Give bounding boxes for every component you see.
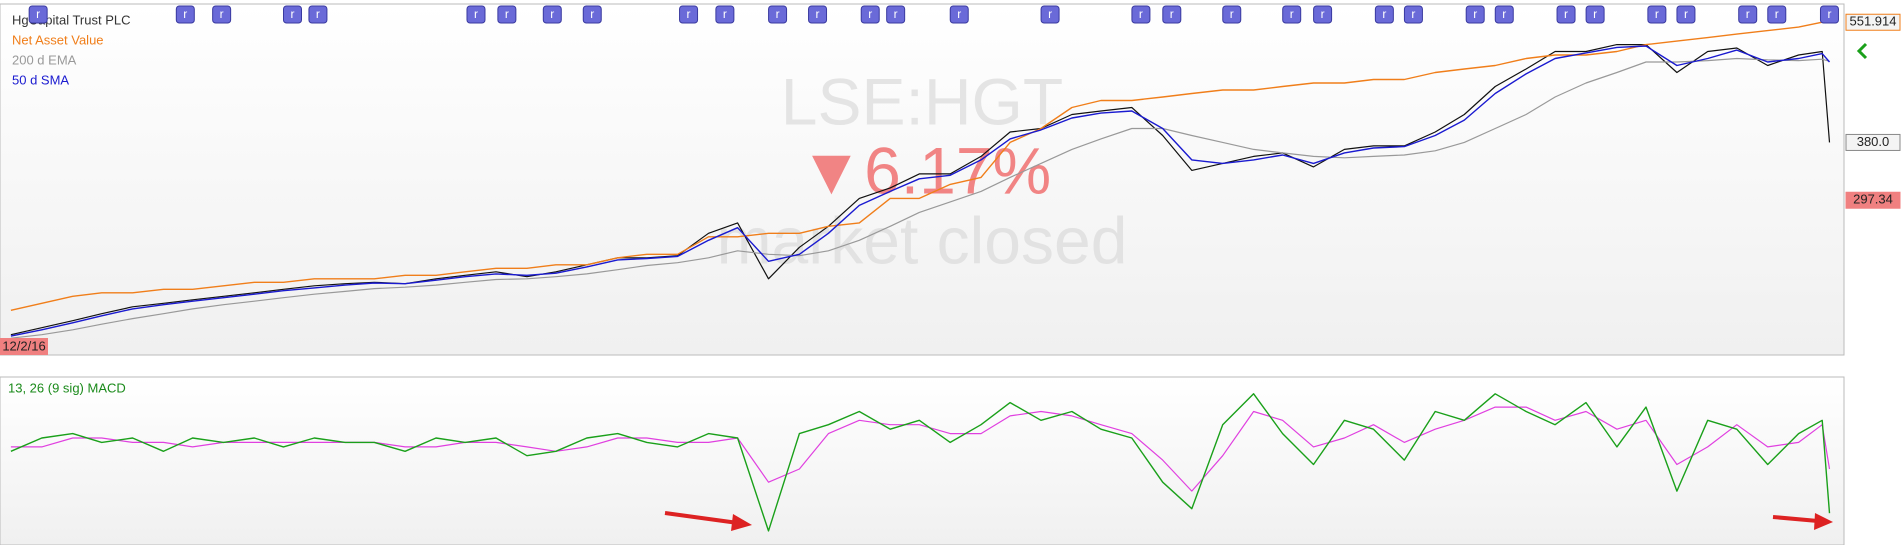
series-line (10, 57, 1830, 339)
price-label: 297.34 (1853, 192, 1893, 207)
event-marker-label: r (868, 7, 872, 21)
watermark: LSE:HGT ▼6.17% market closed (717, 64, 1128, 277)
event-marker (1647, 5, 1667, 24)
annotation-arrows (664, 511, 1833, 531)
event-marker-label: r (1473, 7, 1477, 21)
event-marker (886, 5, 906, 24)
event-marker (1819, 5, 1839, 24)
event-marker (949, 5, 969, 24)
event-marker (1131, 5, 1151, 24)
event-marker-label: r (36, 7, 40, 21)
event-marker (1403, 5, 1423, 24)
event-marker-label: r (1593, 7, 1597, 21)
event-marker (212, 5, 232, 24)
series-line (10, 44, 1831, 336)
panel-title: 13, 26 (9 sig) MACD (8, 380, 126, 395)
event-marker-label: r (290, 7, 294, 21)
legend-label: 200 d EMA (12, 52, 77, 67)
event-marker (1222, 5, 1242, 24)
event-marker-label: r (474, 7, 478, 21)
event-marker-label: r (590, 7, 594, 21)
event-marker (715, 5, 735, 24)
event-marker-label: r (550, 7, 554, 21)
event-marker (1162, 5, 1182, 24)
price-label: 380.0 (1857, 134, 1890, 149)
event-marker (1676, 5, 1696, 24)
event-marker (1556, 5, 1576, 24)
cursor-label: 12/2/16 (2, 338, 45, 353)
event-marker (1374, 5, 1394, 24)
event-marker (542, 5, 562, 24)
series-line (10, 45, 1831, 337)
event-marker (1313, 5, 1333, 24)
event-marker (768, 5, 788, 24)
event-marker (1465, 5, 1485, 24)
event-marker-label: r (1746, 7, 1750, 21)
price-label: 551.914 (1850, 14, 1897, 29)
event-marker-label: r (1290, 7, 1294, 21)
event-marker (1767, 5, 1787, 24)
arrow-head (1814, 513, 1833, 530)
event-marker-label: r (1502, 7, 1506, 21)
event-marker-label: r (1139, 7, 1143, 21)
watermark-status: market closed (717, 203, 1128, 277)
event-marker (1738, 5, 1758, 24)
series-line (10, 393, 1831, 532)
event-marker-label: r (505, 7, 509, 21)
event-marker (1282, 5, 1302, 24)
event-marker-label: r (1827, 7, 1831, 21)
price-label-box (1845, 191, 1901, 209)
event-marker-label: r (957, 7, 961, 21)
event-marker (282, 5, 302, 24)
event-marker-label: r (894, 7, 898, 21)
event-marker (1040, 5, 1060, 24)
watermark-symbol: LSE:HGT (781, 64, 1063, 138)
event-marker-label: r (1775, 7, 1779, 21)
event-marker-label: r (776, 7, 780, 21)
event-marker-label: r (1321, 7, 1325, 21)
cursor-label-box (0, 338, 48, 355)
price-label-box (1845, 13, 1901, 31)
event-marker (1494, 5, 1514, 24)
arrow-shaft (1772, 515, 1819, 523)
legend-label: 50 d SMA (12, 72, 69, 87)
event-marker (466, 5, 486, 24)
series-line (10, 406, 1831, 492)
event-marker (679, 5, 699, 24)
arrow-head (731, 514, 752, 531)
event-marker (308, 5, 328, 24)
event-marker-label: r (1230, 7, 1234, 21)
arrow-shaft (664, 511, 739, 525)
event-marker-label: r (1382, 7, 1386, 21)
event-marker (497, 5, 517, 24)
event-marker-label: r (687, 7, 691, 21)
event-marker (1585, 5, 1605, 24)
event-marker-label: r (316, 7, 320, 21)
event-marker-label: r (1684, 7, 1688, 21)
event-marker (860, 5, 880, 24)
legend-label: Net Asset Value (12, 32, 104, 47)
event-marker-label: r (1048, 7, 1052, 21)
event-marker-label: r (723, 7, 727, 21)
data-layer (10, 21, 1831, 532)
event-marker-label: r (1411, 7, 1415, 21)
event-marker (808, 5, 828, 24)
event-marker (582, 5, 602, 24)
series-line (10, 21, 1830, 311)
macd-panel (0, 376, 1845, 545)
event-marker (175, 5, 195, 24)
price-label-box (1845, 133, 1901, 151)
event-marker-label: r (1170, 7, 1174, 21)
event-marker-label: r (1655, 7, 1659, 21)
event-marker-label: r (1564, 7, 1568, 21)
event-marker (28, 5, 48, 24)
scroll-indicator (1856, 42, 1868, 60)
event-marker-label: r (183, 7, 187, 21)
event-marker-label: r (816, 7, 820, 21)
event-marker-label: r (220, 7, 224, 21)
